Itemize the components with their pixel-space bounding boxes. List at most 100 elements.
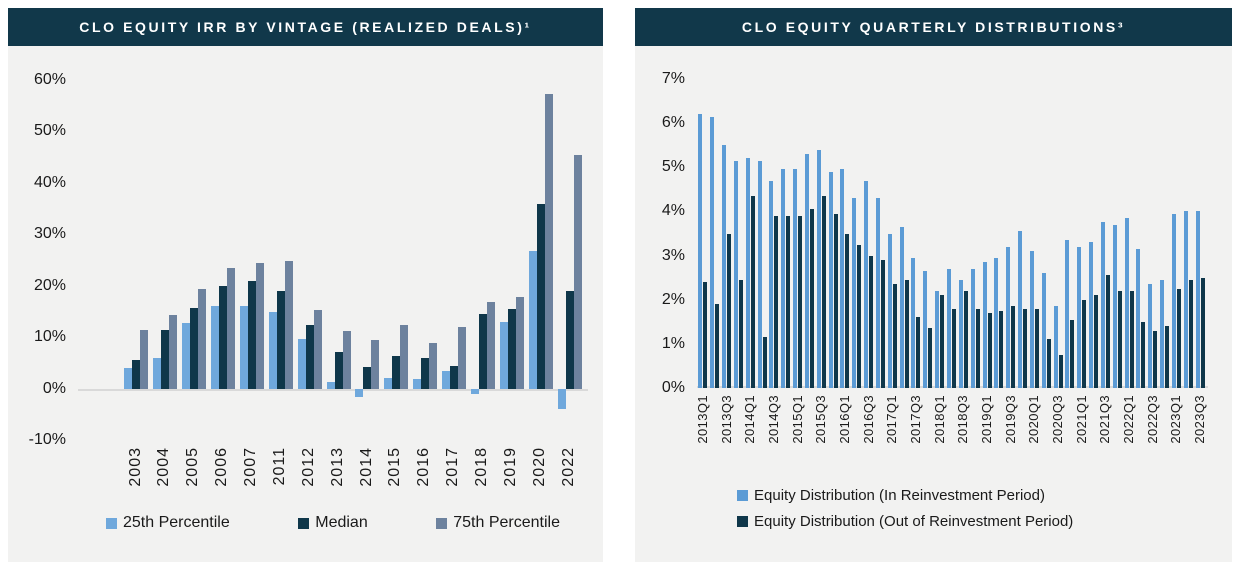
bar (845, 233, 850, 388)
y-tick-label: 0% (42, 379, 66, 397)
bar (219, 285, 228, 389)
x-tick-label: 2018Q1 (931, 395, 947, 444)
bar (745, 158, 750, 388)
bar (1195, 211, 1200, 388)
bar (1153, 330, 1158, 388)
bar (809, 209, 814, 388)
plot-area (697, 79, 1208, 388)
x-tick-label: 2021Q1 (1073, 395, 1089, 444)
bar (1124, 218, 1129, 388)
bar (544, 93, 553, 389)
bar (478, 314, 487, 389)
bar (268, 311, 277, 389)
x-tick-label: 2018 (473, 447, 491, 487)
x-tick-label: 2022Q3 (1144, 395, 1160, 444)
bar (342, 331, 351, 389)
x-tick-label: 2016 (415, 447, 433, 487)
bar (1011, 306, 1016, 388)
x-tick-label: 2003 (126, 447, 144, 487)
x-tick-label: 2013Q3 (718, 395, 734, 444)
irr-by-vintage-panel: CLO EQUITY IRR BY VINTAGE (REALIZED DEAL… (8, 8, 603, 562)
bar (864, 180, 869, 388)
bar (276, 290, 285, 389)
x-tick-label: 2017 (444, 447, 462, 487)
bar (326, 381, 335, 389)
y-tick-label: 30% (33, 225, 66, 243)
x-tick-label: 2016Q1 (836, 395, 852, 444)
x-tick-label: 2012 (299, 447, 317, 487)
bar (421, 357, 430, 389)
bar (239, 305, 248, 389)
bar (190, 307, 199, 389)
x-tick-label: 2005 (184, 447, 202, 487)
bar (833, 213, 838, 388)
x-tick-label: 2017Q1 (884, 395, 900, 444)
bar (458, 327, 467, 389)
x-tick-label: 2013 (328, 447, 346, 487)
bar (227, 267, 236, 389)
bar (987, 312, 992, 388)
bar (698, 114, 703, 388)
bar (963, 290, 968, 388)
bar (1041, 273, 1046, 388)
bar (804, 154, 809, 388)
x-tick-label: 2007 (242, 447, 260, 487)
x-tick-label: 2015Q3 (813, 395, 829, 444)
bar (852, 198, 857, 388)
bar (413, 379, 422, 389)
bar (363, 366, 372, 389)
bar (355, 388, 364, 397)
x-tick-label: 2014 (357, 447, 375, 487)
bar (750, 195, 755, 388)
bar (1165, 326, 1170, 388)
x-tick-label: 2015Q1 (789, 395, 805, 444)
legend-item: Equity Distribution (Out of Reinvestment… (737, 513, 1073, 530)
bar (124, 368, 133, 389)
bar (816, 149, 821, 388)
bar (1006, 246, 1011, 388)
x-tick-label: 2020 (530, 447, 548, 487)
legend-swatch (436, 517, 448, 529)
bar (1046, 339, 1051, 388)
x-tick-label: 2023Q3 (1192, 395, 1208, 444)
bar (182, 323, 191, 389)
bar (1188, 279, 1193, 388)
bar (975, 308, 980, 388)
bar (952, 308, 956, 388)
bar (1094, 295, 1099, 388)
bar (1129, 290, 1134, 388)
bar (727, 233, 732, 388)
bar (1058, 354, 1063, 388)
bar (757, 160, 762, 388)
bar (940, 295, 945, 388)
bar (738, 279, 743, 388)
bar (821, 195, 826, 388)
bar (916, 317, 921, 388)
bar (384, 377, 393, 389)
bar (715, 304, 720, 388)
legend: 25th Percentile Median 75th Percentile (78, 514, 588, 532)
bar (1029, 251, 1034, 388)
bar (1171, 213, 1176, 388)
x-tick-label: 2006 (213, 447, 231, 487)
bar (899, 226, 904, 388)
x-tick-label: 2021Q3 (1097, 395, 1113, 444)
bar (392, 356, 401, 389)
bar (982, 262, 987, 388)
bar (857, 244, 862, 388)
y-tick-label: 4% (661, 202, 685, 220)
y-tick-label: -10% (28, 431, 66, 448)
x-tick-label: 2019Q3 (1002, 395, 1018, 444)
x-tick-label: 2020Q3 (1049, 395, 1065, 444)
bar (1105, 275, 1110, 388)
legend-swatch (737, 516, 748, 527)
bar (1082, 299, 1087, 388)
bar (970, 268, 975, 388)
bar (887, 233, 892, 388)
legend-label: Equity Distribution (Out of Reinvestment… (754, 513, 1074, 530)
bar (869, 255, 874, 388)
bar (947, 268, 951, 388)
y-tick-label: 5% (661, 158, 685, 176)
bar (1023, 308, 1028, 388)
y-tick-label: 7% (661, 70, 685, 87)
